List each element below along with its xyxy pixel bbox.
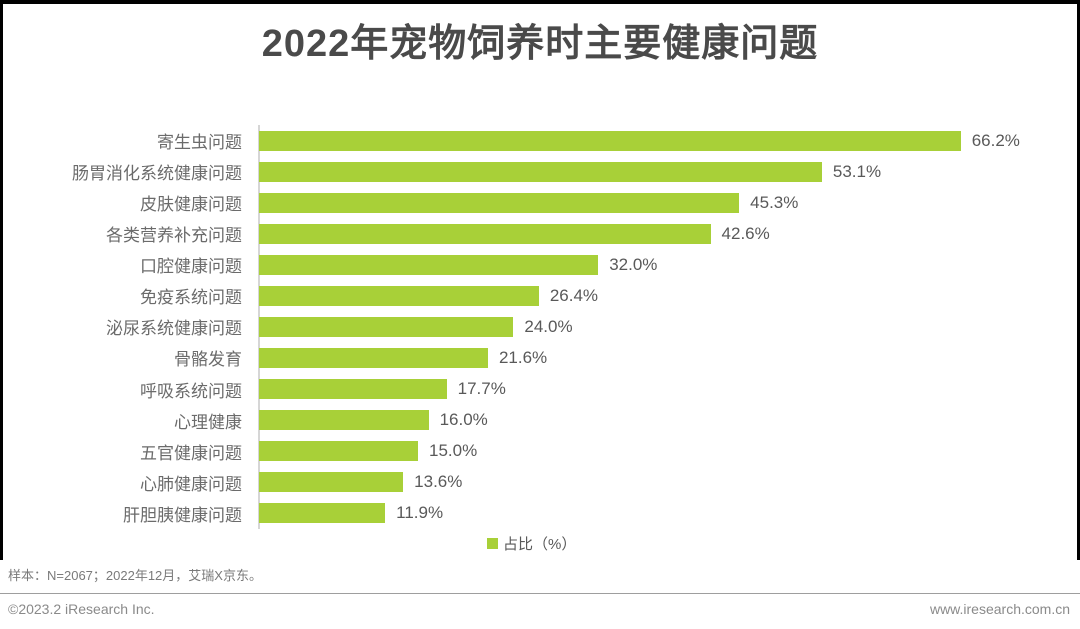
bar — [259, 161, 822, 182]
category-label: 各类营养补充问题 — [106, 226, 242, 246]
category-label: 骨骼发育 — [174, 350, 242, 370]
bar-rows: 寄生虫问题 66.2% 肠胃消化系统健康问题 53.1% 皮肤健康问题 45.3% 各类营养… — [0, 125, 1080, 529]
value-label: 15.0% — [429, 441, 478, 461]
legend: 占比（%） — [487, 533, 576, 554]
bar — [259, 347, 488, 368]
bar — [259, 316, 514, 337]
value-label: 32.0% — [609, 254, 658, 274]
sample-footnote: 样本：N=2067；2022年12月，艾瑞X京东。 — [8, 568, 262, 583]
value-label: 42.6% — [721, 223, 770, 243]
bar-row: 骨骼发育 21.6% — [0, 342, 1080, 373]
value-label: 45.3% — [750, 192, 799, 212]
bar — [259, 472, 404, 493]
value-label: 21.6% — [498, 347, 548, 367]
bar — [259, 285, 539, 306]
bar-row: 寄生虫问题 66.2% — [0, 125, 1080, 156]
bar — [259, 130, 961, 151]
category-label: 呼吸系统问题 — [140, 381, 242, 401]
category-label: 心肺健康问题 — [140, 474, 242, 494]
bar — [259, 379, 447, 400]
bar-row: 免疫系统问题 26.4% — [0, 280, 1080, 311]
legend-label: 占比（%） — [503, 536, 577, 553]
bar — [259, 410, 429, 431]
footer-divider — [0, 593, 1080, 594]
bar-row: 五官健康问题 15.0% — [0, 436, 1080, 467]
value-label: 24.0% — [524, 316, 573, 336]
frame-border-right — [1077, 0, 1080, 560]
category-label: 五官健康问题 — [140, 443, 242, 463]
value-label: 53.1% — [832, 161, 882, 181]
value-label: 26.4% — [549, 285, 599, 305]
legend-swatch-icon — [487, 538, 498, 549]
bar-row: 心理健康 16.0% — [0, 405, 1080, 436]
category-label: 肠胃消化系统健康问题 — [72, 164, 242, 184]
frame-border-left — [0, 0, 3, 560]
category-label: 心理健康 — [174, 412, 242, 432]
bar-row: 泌尿系统健康问题 24.0% — [0, 311, 1080, 342]
bar-chart: 寄生虫问题 66.2% 肠胃消化系统健康问题 53.1% 皮肤健康问题 45.3% 各类营养… — [0, 125, 1080, 529]
value-label: 16.0% — [439, 410, 488, 430]
frame-border-top — [0, 0, 1080, 4]
bar-row: 皮肤健康问题 45.3% — [0, 187, 1080, 218]
bar-row: 肝胆胰健康问题 11.9% — [0, 498, 1080, 529]
bar-row: 呼吸系统问题 17.7% — [0, 374, 1080, 405]
value-label: 13.6% — [414, 472, 463, 492]
bar — [259, 503, 386, 524]
website-url: www.iresearch.com.cn — [929, 601, 1070, 617]
category-label: 免疫系统问题 — [140, 288, 242, 308]
bar-row: 口腔健康问题 32.0% — [0, 249, 1080, 280]
chart-title: 2022年宠物饲养时主要健康问题 — [261, 23, 819, 65]
bar-row: 心肺健康问题 13.6% — [0, 467, 1080, 498]
category-label: 泌尿系统健康问题 — [106, 319, 242, 339]
value-label: 11.9% — [396, 503, 444, 523]
category-label: 寄生虫问题 — [157, 133, 242, 153]
value-label: 66.2% — [971, 130, 1020, 150]
bar — [259, 223, 711, 244]
bar — [259, 254, 599, 275]
category-label: 口腔健康问题 — [140, 257, 242, 277]
bar-row: 各类营养补充问题 42.6% — [0, 218, 1080, 249]
bar-row: 肠胃消化系统健康问题 53.1% — [0, 156, 1080, 187]
copyright-text: ©2023.2 iResearch Inc. — [8, 601, 155, 617]
bar — [259, 441, 418, 462]
category-label: 皮肤健康问题 — [140, 195, 242, 215]
bar — [259, 192, 740, 213]
category-label: 肝胆胰健康问题 — [123, 505, 242, 525]
value-label: 17.7% — [457, 379, 506, 399]
